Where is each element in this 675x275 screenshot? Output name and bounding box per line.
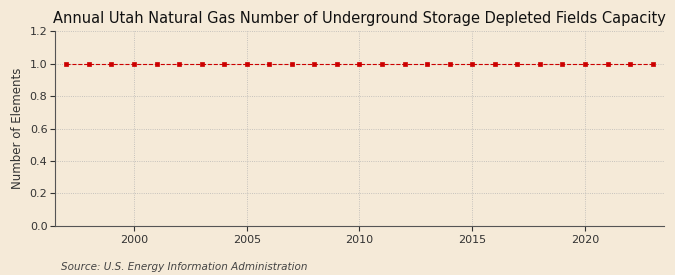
Text: Source: U.S. Energy Information Administration: Source: U.S. Energy Information Administ… [61, 262, 307, 272]
Y-axis label: Number of Elements: Number of Elements [11, 68, 24, 189]
Title: Annual Utah Natural Gas Number of Underground Storage Depleted Fields Capacity: Annual Utah Natural Gas Number of Underg… [53, 11, 666, 26]
